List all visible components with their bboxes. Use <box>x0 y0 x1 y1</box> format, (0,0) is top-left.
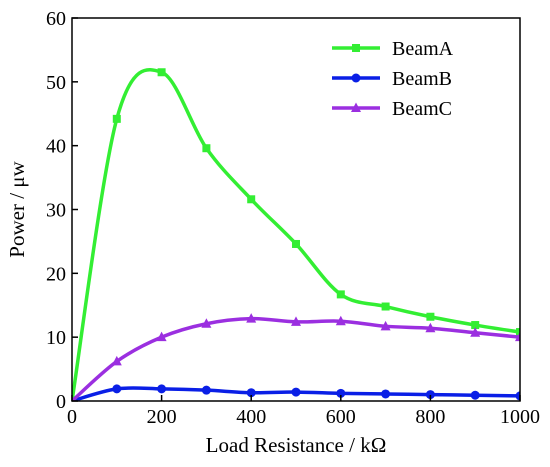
data-point-beamc <box>111 355 122 366</box>
data-point-beamb <box>201 385 211 395</box>
y-tick-label: 20 <box>46 263 66 285</box>
data-point-beama <box>112 114 121 123</box>
legend-item-beama: BeamA <box>332 38 454 60</box>
data-point-beamb <box>470 390 480 400</box>
data-point-beamc <box>246 313 257 323</box>
data-point-beamb <box>515 391 520 401</box>
data-point-beamc <box>380 320 391 331</box>
legend-item-beamb: BeamB <box>332 68 452 90</box>
series-line-beama <box>72 68 520 401</box>
legend-label-beamb: BeamB <box>392 68 452 90</box>
x-axis-title: Load Resistance / kΩ <box>206 433 387 457</box>
data-point-beama <box>516 328 520 337</box>
y-tick-label: 10 <box>46 327 66 349</box>
data-point-beama <box>157 68 166 77</box>
x-tick-label: 0 <box>67 406 77 428</box>
data-point-beamb <box>246 388 256 398</box>
y-tick-label: 30 <box>46 200 66 222</box>
data-point-beamc <box>470 327 481 337</box>
y-tick-label: 0 <box>56 391 66 413</box>
x-tick-label: 600 <box>326 406 356 428</box>
legend-label-beamc: BeamC <box>392 98 452 120</box>
data-point-beamc <box>291 316 301 326</box>
legend-marker-beamc <box>351 102 361 112</box>
data-point-beamc <box>515 331 520 342</box>
series-beamc <box>72 313 520 401</box>
data-point-beamb <box>381 389 391 399</box>
data-point-beamb <box>336 388 346 398</box>
data-point-beama <box>292 239 300 248</box>
legend-item-beamc: BeamC <box>332 98 452 120</box>
data-point-beamc <box>425 322 436 333</box>
legend-marker-beamb <box>351 73 361 83</box>
series-beama <box>72 68 520 401</box>
data-point-beama <box>426 312 435 321</box>
ticks-layer: 0 200 400 600 800 1000 0 10 20 30 40 50 60 <box>46 8 540 428</box>
legend: BeamA BeamB BeamC <box>332 38 454 120</box>
data-point-beamb <box>291 387 301 397</box>
data-point-beamc <box>335 315 346 326</box>
series-layer <box>72 68 520 401</box>
x-tick-label: 200 <box>147 406 177 428</box>
data-point-beama <box>381 302 390 311</box>
series-beamb <box>72 384 520 401</box>
x-tick-label: 400 <box>236 406 266 428</box>
y-tick-label: 60 <box>46 8 66 30</box>
data-point-beamb <box>112 384 122 394</box>
data-point-beamb <box>157 384 167 394</box>
data-point-beama <box>247 195 256 204</box>
data-point-beamb <box>425 390 435 400</box>
plot-frame <box>71 17 521 402</box>
y-tick-label: 50 <box>46 72 66 94</box>
data-point-beamc <box>156 331 167 342</box>
y-axis-title: Power / μw <box>5 160 29 257</box>
data-point-beama <box>471 321 480 330</box>
data-point-beama <box>336 290 345 299</box>
legend-marker-beama <box>352 44 360 52</box>
x-tick-label: 1000 <box>500 406 540 428</box>
data-point-beamc <box>201 318 212 328</box>
x-tick-label: 800 <box>415 406 445 428</box>
legend-label-beama: BeamA <box>392 38 454 60</box>
y-tick-label: 40 <box>46 136 66 158</box>
data-point-beama <box>202 144 211 153</box>
